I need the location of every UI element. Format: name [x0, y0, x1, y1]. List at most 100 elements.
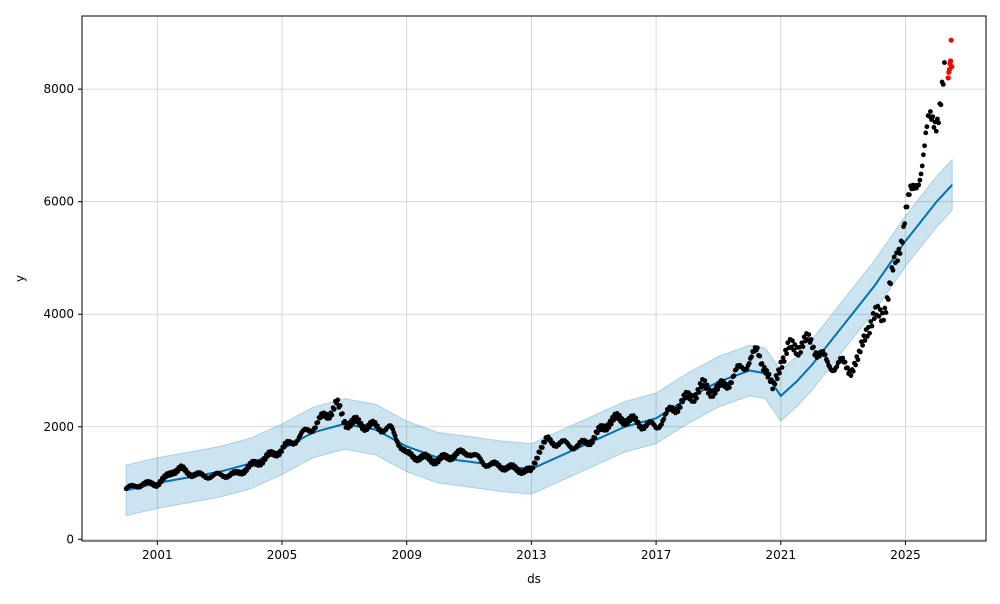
observed-point — [848, 373, 854, 379]
observed-point — [936, 120, 941, 126]
y-axis-label: y — [13, 275, 27, 282]
observed-point — [590, 440, 595, 445]
observed-point — [930, 114, 936, 120]
highlight-point — [945, 75, 951, 81]
observed-point — [331, 406, 337, 412]
observed-point — [608, 421, 614, 427]
grid — [82, 16, 986, 541]
observed-point — [777, 370, 783, 376]
observed-point — [922, 143, 927, 149]
observed-point — [392, 433, 398, 439]
observed-point — [825, 359, 830, 365]
observed-point — [902, 221, 908, 227]
x-axis-label: ds — [527, 572, 541, 586]
observed-point — [935, 116, 940, 122]
observed-point — [694, 395, 700, 401]
observed-point — [919, 163, 925, 169]
observed-point — [876, 313, 882, 319]
y-tick-label: 6000 — [43, 195, 74, 209]
observed-point — [539, 445, 545, 450]
observed-point — [766, 371, 772, 377]
observed-point — [784, 351, 790, 357]
observed-point — [680, 399, 685, 405]
observed-point — [696, 390, 702, 395]
observed-point — [842, 359, 848, 365]
observed-point — [779, 365, 785, 370]
observed-point — [800, 344, 806, 349]
observed-point — [938, 102, 944, 108]
observed-point — [926, 113, 932, 119]
observed-point — [897, 251, 903, 256]
observed-point — [867, 330, 873, 336]
observed-point — [877, 307, 883, 312]
observed-point — [798, 350, 804, 355]
observed-point — [755, 345, 760, 351]
observed-point — [933, 128, 939, 134]
x-tick-label: 2017 — [641, 548, 672, 562]
observed-point — [888, 281, 894, 287]
highlight-point — [948, 37, 954, 43]
observed-point — [940, 82, 946, 87]
observed-point — [850, 368, 856, 374]
observed-point — [904, 204, 910, 210]
observed-point — [372, 419, 378, 425]
observed-point — [916, 182, 922, 188]
observed-point — [899, 239, 905, 245]
observed-point — [746, 360, 752, 366]
x-tick-label: 2009 — [391, 548, 422, 562]
observed-point — [772, 381, 778, 387]
observed-point — [920, 152, 926, 158]
observed-point — [801, 334, 807, 340]
observed-point — [691, 399, 697, 404]
observed-point — [774, 376, 780, 382]
observed-point — [661, 416, 667, 422]
observed-point — [806, 332, 812, 338]
observed-point — [791, 347, 797, 353]
observed-point — [869, 323, 875, 329]
observed-point — [337, 403, 343, 408]
observed-point — [731, 373, 737, 379]
observed-point — [923, 130, 929, 136]
observed-point — [895, 258, 901, 264]
observed-point — [764, 368, 770, 373]
observed-point — [822, 352, 828, 358]
observed-point — [906, 192, 912, 198]
observed-point — [702, 378, 708, 384]
observed-point — [749, 354, 754, 360]
x-tick-label: 2021 — [766, 548, 797, 562]
observed-point — [860, 342, 866, 348]
observed-point — [883, 310, 889, 315]
observed-point — [592, 435, 598, 441]
observed-point — [862, 338, 868, 343]
observed-point — [537, 450, 543, 455]
observed-point — [808, 337, 814, 342]
observed-point — [785, 340, 791, 346]
observed-point — [356, 417, 362, 422]
observed-point — [928, 109, 933, 114]
observed-point — [633, 415, 639, 421]
x-tick-label: 2001 — [142, 548, 173, 562]
observed-point — [868, 319, 874, 324]
observed-point — [790, 338, 795, 344]
observed-point — [924, 124, 930, 130]
observed-point — [276, 452, 282, 458]
y-axis-ticks: 0 2000 4000 6000 8000 — [43, 82, 82, 546]
observed-point — [881, 317, 887, 323]
y-tick-label: 0 — [66, 532, 74, 546]
observed-point — [535, 455, 541, 461]
observed-point — [635, 419, 641, 425]
observed-point — [659, 422, 664, 427]
y-tick-label: 2000 — [43, 420, 74, 434]
observed-point — [313, 425, 318, 431]
observed-point — [811, 344, 816, 350]
observed-point — [329, 412, 335, 418]
observed-point — [315, 420, 321, 425]
observed-point — [729, 380, 735, 386]
observed-point — [279, 449, 285, 454]
observed-point — [834, 364, 840, 369]
observed-point — [855, 357, 861, 363]
observed-point — [917, 177, 923, 183]
observed-point — [704, 382, 710, 388]
